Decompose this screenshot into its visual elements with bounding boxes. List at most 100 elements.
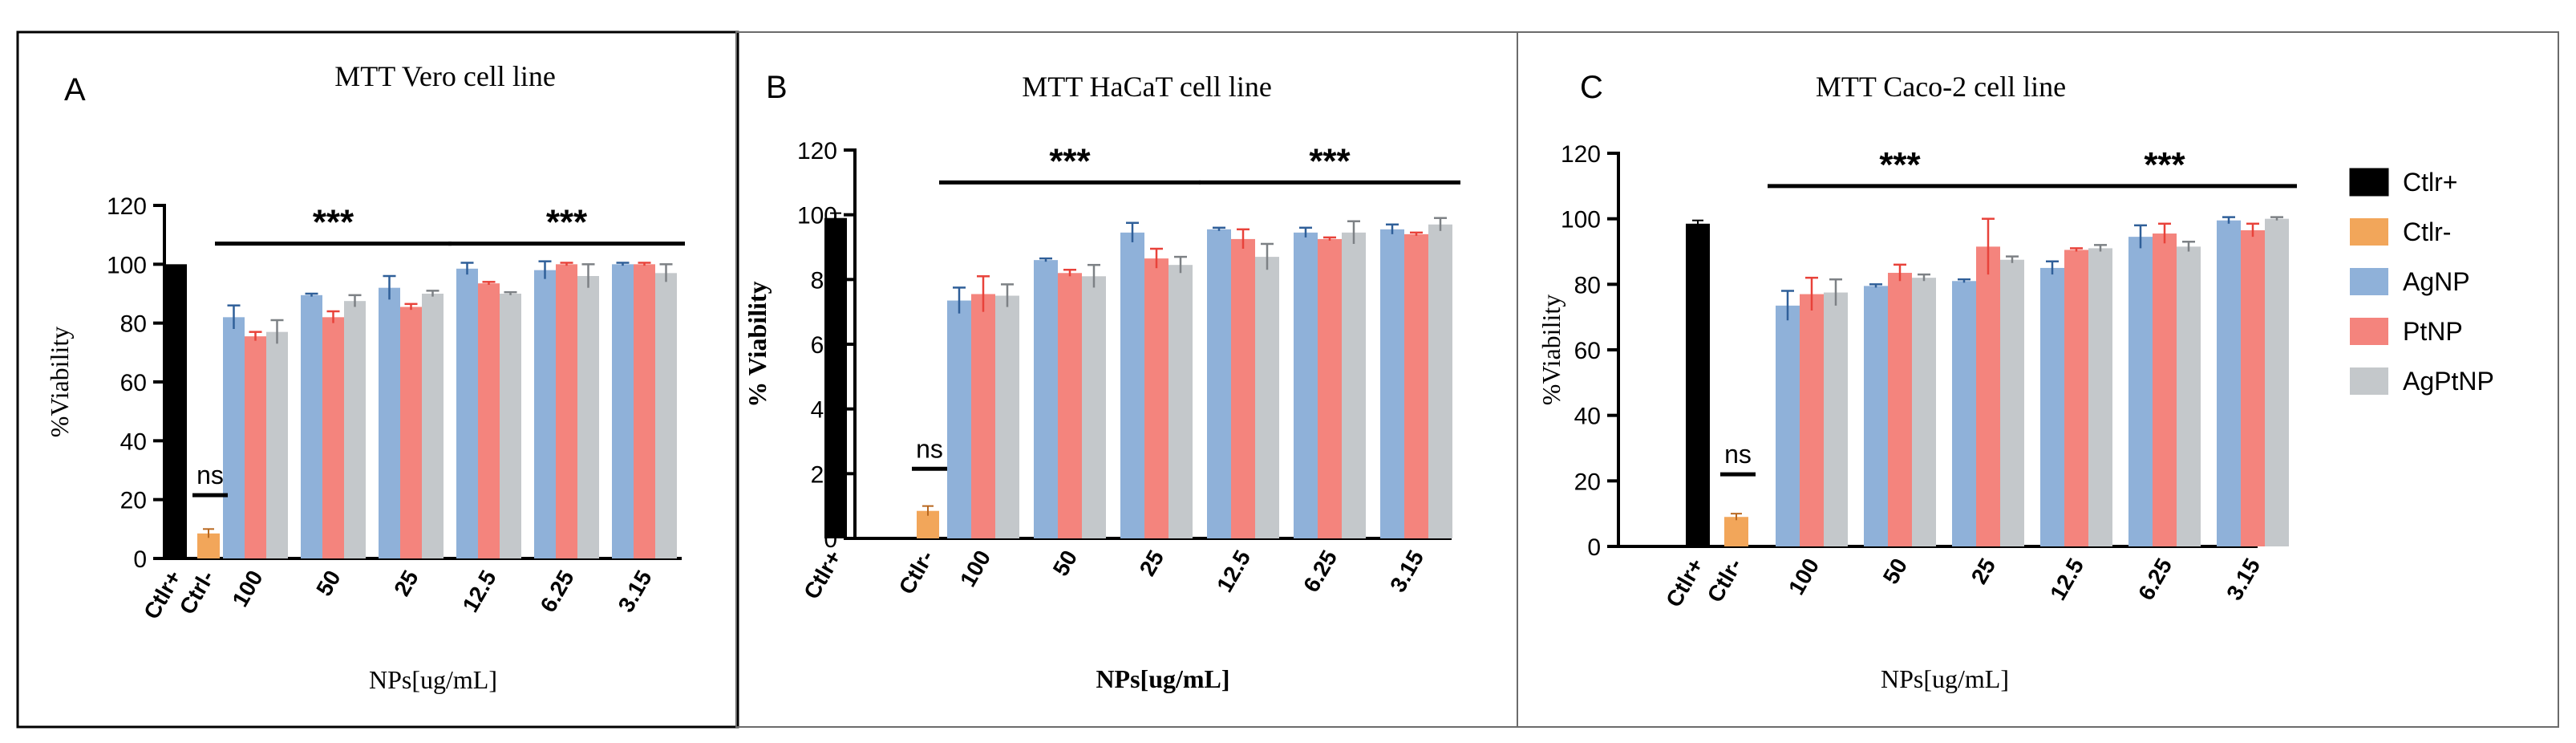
bar-agptnp <box>422 294 444 558</box>
y-tick-label: 100 <box>1561 207 1601 233</box>
significance-label: *** <box>1309 141 1351 181</box>
chart-panel-c: C MTT Caco-2 cell line 0 20 40 60 80 100 120 %Via… <box>1537 70 2297 693</box>
chart-title: MTT Caco-2 cell line <box>1816 71 2066 103</box>
bar-agnp <box>2128 237 2153 546</box>
bar-ptnp <box>1404 233 1428 538</box>
x-tick-label: 6.25 <box>536 566 579 617</box>
significance-label: ns <box>196 461 224 489</box>
bar-agptnp <box>1428 224 1452 538</box>
panel-a-frame <box>16 30 739 729</box>
legend: Ctlr+ Ctlr- AgNP PtNP AgPtNP <box>2349 168 2494 396</box>
bar-ptnp <box>2153 233 2177 546</box>
x-tick-label-control: Ctlr+ <box>799 546 846 603</box>
bar-agnp <box>1120 232 1144 538</box>
significance-label: *** <box>1049 141 1091 181</box>
bar-agptnp <box>1082 276 1106 538</box>
panel-letter: B <box>766 70 788 105</box>
x-axis-label: NPs[ug/mL] <box>1096 664 1229 693</box>
y-tick-label: 120 <box>107 193 147 220</box>
x-tick-label-control: Ctlr- <box>894 546 939 599</box>
bar-agptnp <box>2265 218 2289 546</box>
bar-ptnp <box>1318 238 1342 538</box>
legend-label: Ctlr- <box>2403 217 2451 246</box>
panel-letter: C <box>1580 70 1603 105</box>
x-axis-label: NPs[ug/mL] <box>1881 664 2009 693</box>
legend-swatch <box>2350 268 2388 295</box>
chart-title: MTT Vero cell line <box>334 60 556 92</box>
legend-label: AgNP <box>2403 267 2470 296</box>
x-tick-label: 25 <box>1966 554 2000 588</box>
bar-ptnp <box>971 294 995 538</box>
bar-ptnp <box>478 283 500 558</box>
bar-ptnp <box>556 264 577 558</box>
x-tick-label: 100 <box>955 546 995 591</box>
x-tick-label: 50 <box>311 566 345 600</box>
bar-ptnp <box>1800 294 1824 546</box>
bar-agnp <box>379 287 400 558</box>
bar-agnp <box>456 268 478 558</box>
x-tick-label: 25 <box>1135 546 1169 580</box>
y-tick-label: 100 <box>107 252 147 278</box>
x-tick-label: 100 <box>227 566 267 611</box>
bar-agnp <box>2040 267 2064 546</box>
panels: A MTT Vero cell line 0 20 40 60 80 100 120 %Viabi… <box>45 60 2297 694</box>
y-axis-label: % Viability <box>743 281 772 407</box>
chart-title: MTT HaCaT cell line <box>1022 71 1272 103</box>
y-axis-label: %Viability <box>1537 294 1565 406</box>
bar-ptnp <box>1976 246 2000 546</box>
bar-ptnp <box>1144 258 1169 538</box>
significance-label: *** <box>546 203 588 242</box>
panel-letter: A <box>64 72 86 108</box>
bar-agptnp <box>344 301 366 558</box>
y-tick-label: 0 <box>133 546 147 573</box>
x-tick-label-control: Ctlr+ <box>1661 554 1708 611</box>
y-tick-label: 60 <box>120 370 147 396</box>
bar-agptnp <box>500 294 521 558</box>
y-axis-label: %Viability <box>45 327 74 438</box>
bar-agnp <box>1864 286 1888 546</box>
bar-control-pos <box>164 264 187 558</box>
bar-agptnp <box>1912 278 1936 546</box>
bar-agnp <box>301 294 322 558</box>
legend-label: AgPtNP <box>2403 367 2494 396</box>
bar-agptnp <box>2000 259 2024 546</box>
y-tick-label: 80 <box>1574 272 1601 298</box>
y-tick-label: 40 <box>1574 404 1601 430</box>
bar-agnp <box>2217 220 2241 546</box>
significance-label: ns <box>916 434 943 463</box>
x-tick-label: 3.15 <box>614 566 657 617</box>
bar-agptnp <box>1169 265 1193 538</box>
legend-label: Ctlr+ <box>2403 168 2457 197</box>
bar-agptnp <box>2177 246 2201 546</box>
legend-swatch <box>2350 318 2388 345</box>
bar-agnp <box>1776 305 1800 546</box>
bar-ptnp <box>2241 229 2265 546</box>
chart-panel-a: A MTT Vero cell line 0 20 40 60 80 100 120 %Viabi… <box>45 60 685 694</box>
bar-agnp <box>1380 229 1404 538</box>
x-tick-label-control: Ctlr+ <box>139 566 186 623</box>
bar-ptnp <box>634 264 655 558</box>
x-tick-label: 25 <box>389 566 423 600</box>
x-tick-label: 50 <box>1048 546 1082 580</box>
x-tick-label: 100 <box>1784 554 1824 599</box>
x-tick-label: 12.5 <box>1212 546 1255 597</box>
x-tick-label: 6.25 <box>1298 546 1342 597</box>
bar-agptnp <box>1255 257 1279 538</box>
bar-ptnp <box>1231 238 1255 538</box>
bar-agptnp <box>995 295 1019 538</box>
legend-swatch <box>2350 218 2388 246</box>
x-axis-label: NPs[ug/mL] <box>369 665 497 694</box>
bar-agptnp <box>577 276 599 558</box>
bar-agnp <box>534 270 556 558</box>
y-tick-label: 20 <box>1574 469 1601 495</box>
bar-agnp <box>1034 260 1058 538</box>
significance-label: *** <box>1879 145 1921 185</box>
y-tick-label: 0 <box>1587 534 1601 561</box>
bar-agptnp <box>1824 292 1848 546</box>
bar-ptnp <box>245 336 266 558</box>
x-tick-label: 12.5 <box>2045 554 2088 605</box>
bar-ptnp <box>1058 273 1082 538</box>
significance-label: ns <box>1724 440 1752 469</box>
